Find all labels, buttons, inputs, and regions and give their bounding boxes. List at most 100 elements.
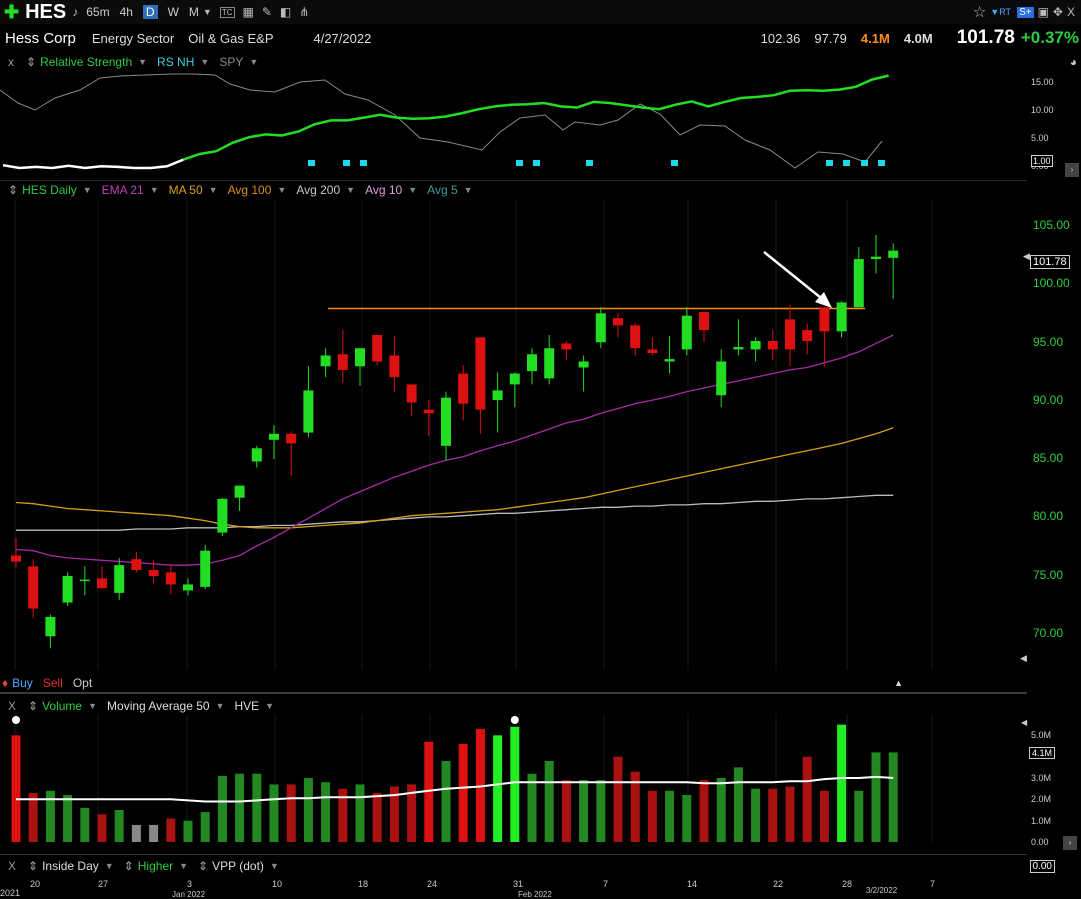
scroll-right-button[interactable]: › [1065, 163, 1079, 177]
avg5-label[interactable]: Avg 5 [427, 183, 458, 197]
chevron-down-icon[interactable]: ▼ [200, 57, 210, 67]
pencil-icon[interactable]: ✎ [261, 5, 272, 19]
price-badge: 101.78 [1030, 255, 1070, 269]
divider [0, 692, 1027, 694]
chevron-down-icon[interactable]: ▼ [249, 57, 259, 67]
annotation-arrow-head [815, 292, 832, 308]
scroll-left-icon[interactable]: ◀ [1020, 653, 1027, 663]
reorder-icon[interactable]: ⇕ [26, 55, 37, 69]
industry[interactable]: Oil & Gas E&P [188, 30, 274, 46]
chevron-down-icon[interactable]: ▼ [277, 185, 287, 195]
buy-button[interactable]: Buy [12, 676, 33, 690]
timeframe-65m[interactable]: 65m [86, 5, 110, 19]
ticker-symbol[interactable]: HES [25, 0, 67, 23]
chevron-down-icon[interactable]: ▼ [104, 861, 114, 871]
chevron-down-icon[interactable]: ▼ [202, 7, 212, 17]
sound-icon[interactable]: ♪ [72, 5, 79, 19]
chevron-down-icon[interactable]: ▼ [82, 185, 92, 195]
avg200-label[interactable]: Avg 200 [296, 183, 341, 197]
palette-icon[interactable]: ◕ [1069, 55, 1077, 69]
rs-series[interactable]: RS NH [157, 55, 195, 69]
company-name: Hess Corp [5, 29, 76, 47]
scroll-right-button[interactable]: › [1063, 836, 1077, 850]
candle-body [62, 576, 73, 603]
chevron-down-icon[interactable]: ▼ [179, 861, 189, 871]
sell-button[interactable]: Sell [42, 676, 63, 690]
avg100-label[interactable]: Avg 100 [227, 183, 272, 197]
reorder-icon[interactable]: ⇕ [8, 183, 19, 197]
save-icon[interactable]: ▣ [1037, 5, 1049, 19]
avg10-label[interactable]: Avg 10 [365, 183, 403, 197]
bottom-close-button[interactable]: X [8, 859, 17, 873]
timeframe-d[interactable]: D [142, 5, 158, 19]
higher-label[interactable]: Higher [137, 859, 174, 873]
rt-badge[interactable]: ▼RT [990, 7, 1012, 17]
timeframe-4h[interactable]: 4h [119, 5, 133, 19]
rs-y-axis: 15.00 10.00 5.00 0.00 1.00 › [1031, 70, 1081, 182]
spy-line [0, 73, 883, 169]
chevron-down-icon[interactable]: ▼ [215, 701, 225, 711]
volume-close-button[interactable]: X [8, 699, 17, 713]
ema21-label[interactable]: EMA 21 [101, 183, 144, 197]
chevron-down-icon[interactable]: ▼ [463, 185, 473, 195]
chevron-down-icon[interactable]: ▼ [265, 701, 275, 711]
rs-close-button[interactable]: x [8, 55, 14, 69]
volume-bar [888, 752, 898, 842]
bottom-panel-header: X ⇕ Inside Day ▼ ⇕ Higher ▼ ⇕ VPP (dot) … [0, 856, 1081, 876]
volume-bar [613, 756, 623, 842]
opt-button[interactable]: Opt [72, 676, 93, 690]
rs-badge: 1.00 [1031, 155, 1053, 167]
sector[interactable]: Energy Sector [91, 30, 175, 46]
rs-chart [0, 73, 889, 170]
volume-reorder-icon[interactable]: ◀ [1021, 718, 1028, 727]
candle-body [234, 485, 245, 498]
price-title[interactable]: HES Daily [22, 183, 77, 197]
hve-label[interactable]: HVE [234, 699, 260, 713]
last-price: 101.78 [956, 27, 1015, 48]
rs-new-high-marker [360, 160, 367, 166]
rs-compare[interactable]: SPY [219, 55, 244, 69]
volume-title[interactable]: Volume [42, 699, 83, 713]
chevron-down-icon[interactable]: ▼ [269, 861, 279, 871]
move-icon[interactable]: ✥ [1052, 5, 1063, 19]
reorder-icon[interactable]: ⇕ [28, 699, 39, 713]
chevron-down-icon[interactable]: ▼ [138, 57, 148, 67]
bottom-badge: 0.00 [1029, 859, 1055, 873]
s-plus-badge[interactable]: S+ [1017, 6, 1034, 18]
candle-body [355, 348, 365, 367]
rs-title[interactable]: Relative Strength [40, 55, 133, 69]
chevron-down-icon[interactable]: ▼ [408, 185, 418, 195]
star-icon[interactable]: ☆ [972, 4, 987, 21]
share-icon[interactable]: ⋔ [299, 5, 310, 19]
calculator-icon[interactable]: ▦ [242, 5, 254, 19]
trade-icon[interactable]: ♦ [2, 676, 9, 690]
rs-new-high-marker [843, 160, 850, 166]
chevron-down-icon[interactable]: ▼ [149, 185, 159, 195]
volume-bar [28, 792, 38, 842]
tc-icon[interactable]: TC [219, 6, 235, 18]
volume-ma-label[interactable]: Moving Average 50 [107, 699, 210, 713]
rs-new-high-marker [533, 160, 540, 166]
chevron-down-icon[interactable]: ▼ [88, 701, 98, 711]
ma50-label[interactable]: MA 50 [168, 183, 203, 197]
plus-icon[interactable]: ✚ [4, 1, 20, 22]
reorder-icon[interactable]: ⇕ [28, 859, 39, 873]
layers-icon[interactable]: ◧ [279, 5, 292, 19]
collapse-left-icon[interactable]: ◀ [1023, 251, 1030, 261]
reorder-icon[interactable]: ⇕ [198, 859, 209, 873]
chevron-down-icon[interactable]: ▼ [346, 185, 356, 195]
timeframe-w[interactable]: W [167, 5, 179, 19]
close-window-button[interactable]: X [1066, 5, 1075, 19]
chevron-down-icon[interactable]: ▼ [208, 185, 218, 195]
volume-bar [475, 728, 485, 842]
expand-up-icon[interactable]: ▲ [894, 678, 903, 688]
volume-bar [682, 795, 692, 842]
timeframe-m[interactable]: M [188, 5, 199, 19]
reorder-icon[interactable]: ⇕ [123, 859, 134, 873]
rs-tick: 5.00 [1031, 133, 1049, 143]
volume-tick: 5.0M [1031, 730, 1052, 740]
vpp-label[interactable]: VPP (dot) [212, 859, 264, 873]
candle-body [406, 384, 417, 403]
inside-day-label[interactable]: Inside Day [42, 859, 99, 873]
candle-body [699, 312, 709, 331]
